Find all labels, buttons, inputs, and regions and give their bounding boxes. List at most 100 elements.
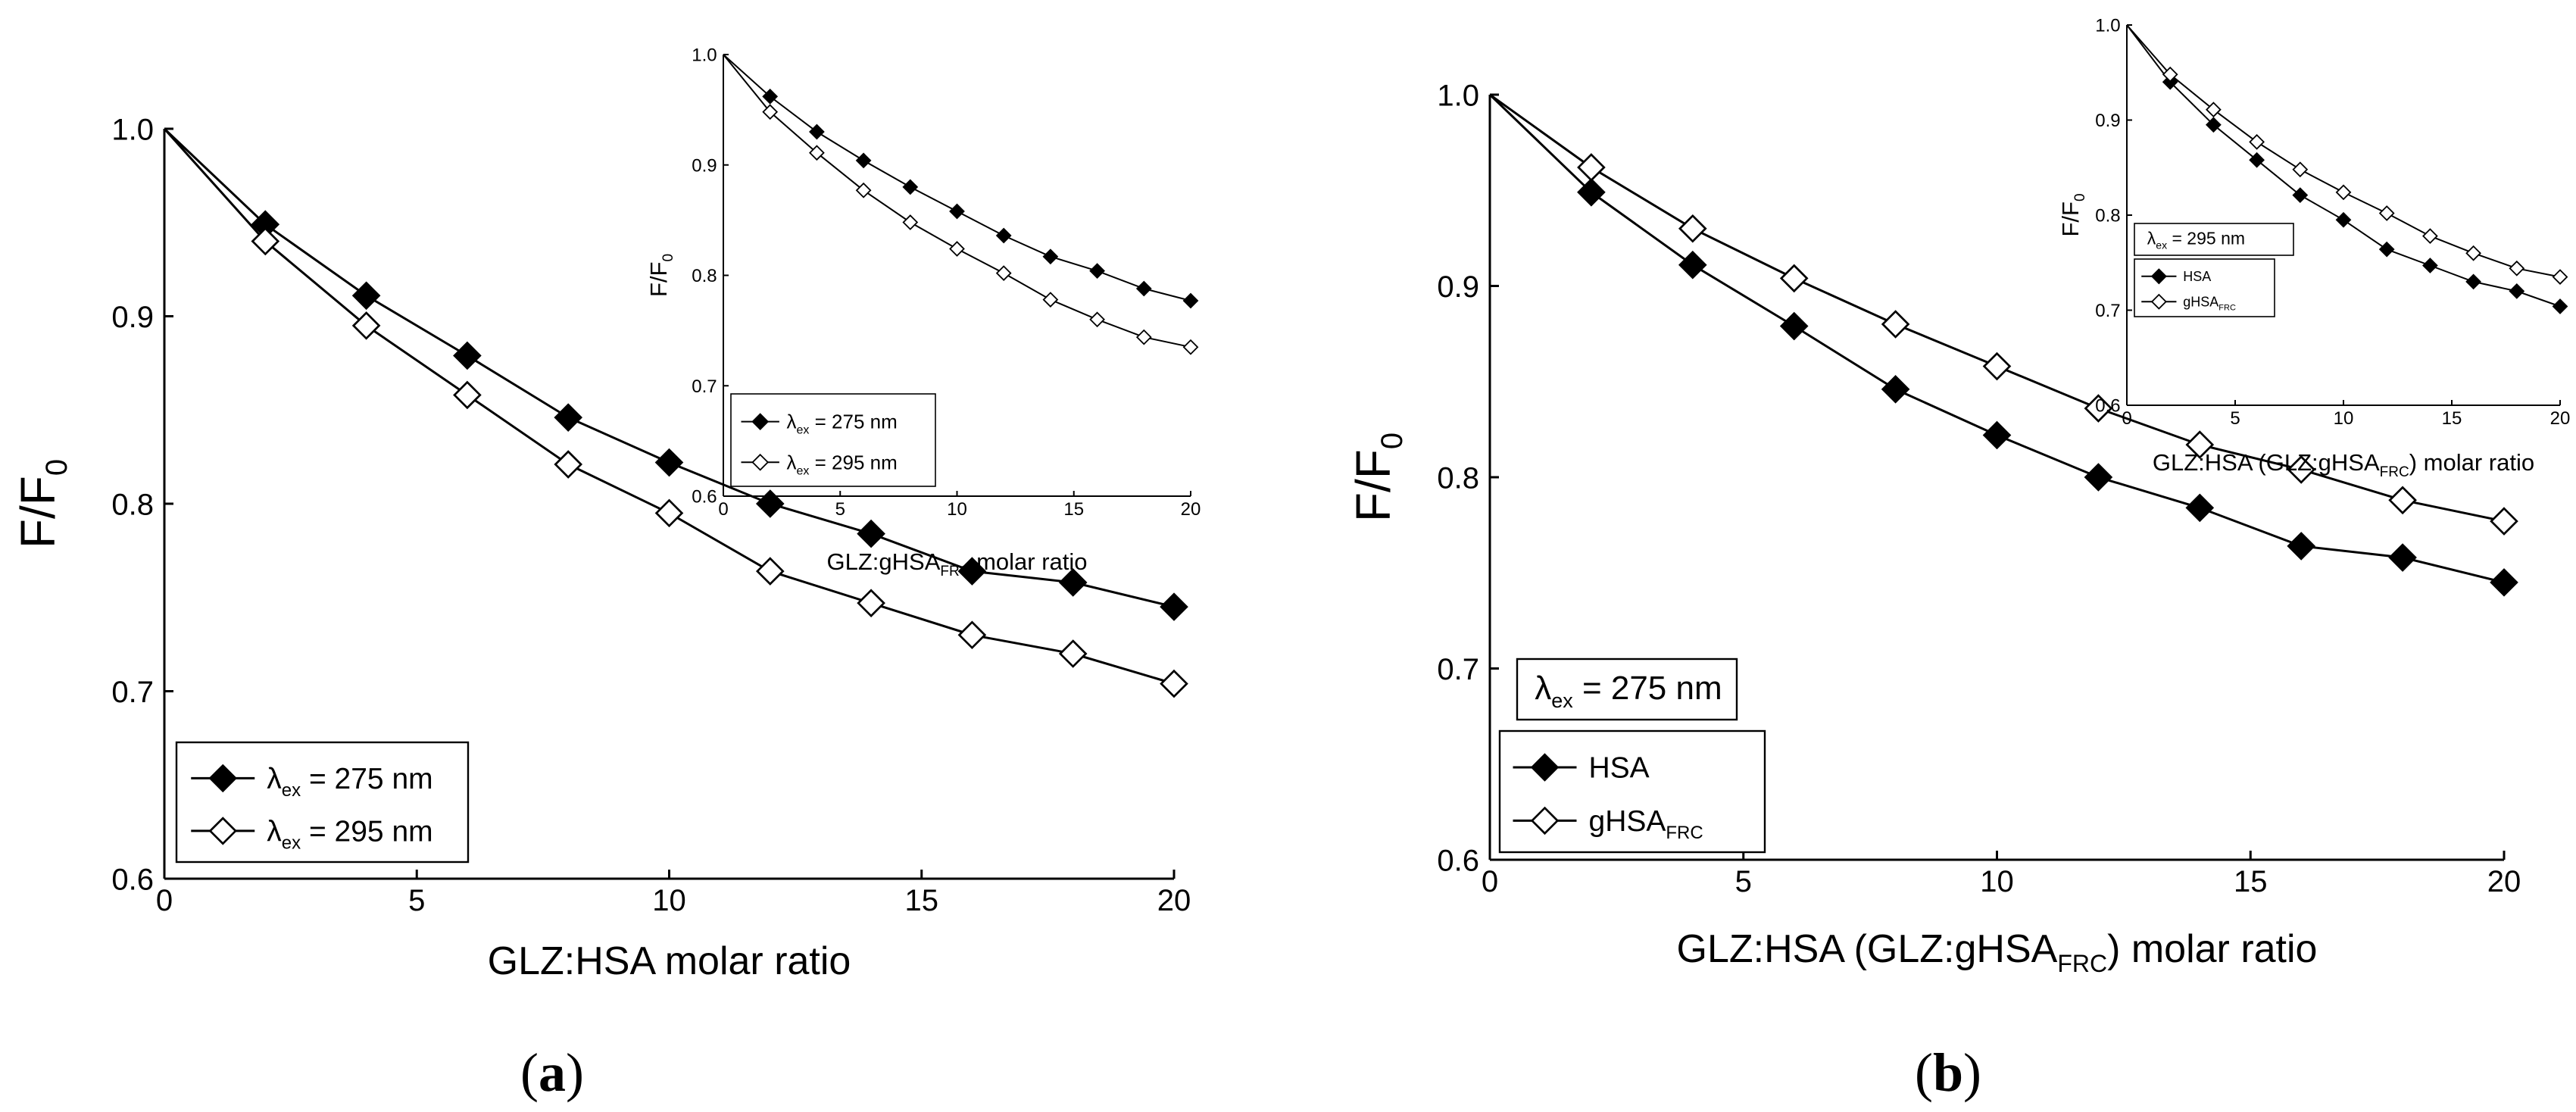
x-axis-label-part: ) molar ratio	[2107, 927, 2317, 971]
series-open	[1489, 93, 2518, 536]
data-point	[2249, 151, 2265, 168]
data-point	[855, 152, 872, 169]
series-line	[163, 127, 1175, 686]
data-point	[554, 403, 583, 432]
data-point	[1881, 375, 1910, 404]
x-tick-label: 10	[947, 499, 967, 520]
excitation-box	[2134, 223, 2294, 256]
y-axis-label-part: 0	[1375, 433, 1409, 449]
y-axis-label-part: F/F	[1346, 449, 1400, 522]
data-point	[857, 589, 885, 617]
data-point	[855, 182, 872, 198]
series-line	[1488, 93, 2505, 584]
x-tick-label: 0	[1482, 865, 1498, 898]
data-point	[755, 489, 785, 518]
data-point	[1089, 311, 1105, 328]
legend-label-part: λ	[267, 816, 282, 848]
data-point	[2378, 241, 2395, 258]
data-point	[1042, 292, 1059, 308]
x-axis-label: GLZ:HSA molar ratio	[488, 939, 851, 983]
y-tick-label: 0.8	[2095, 206, 2120, 226]
data-point	[1881, 310, 1910, 339]
data-point	[2490, 507, 2518, 536]
y-tick-label: 1.0	[1437, 79, 1479, 112]
x-tick-label: 10	[2334, 408, 2354, 429]
legend-marker	[751, 413, 770, 430]
series-open	[2126, 24, 2568, 285]
data-point	[2292, 187, 2309, 204]
panel-label-b: (b)	[1915, 1042, 1981, 1103]
y-axis-label-part: 0	[2072, 193, 2088, 201]
data-point	[2465, 245, 2481, 261]
excitation-label: λex = 275 nm	[1535, 670, 1722, 712]
data-point	[902, 179, 919, 195]
x-tick-label: 10	[1980, 865, 2014, 898]
data-point	[2388, 486, 2417, 515]
data-point	[2206, 102, 2222, 118]
data-point	[857, 519, 885, 548]
y-tick-label: 0.7	[2095, 301, 2120, 321]
data-point	[995, 265, 1012, 281]
y-tick-label: 0.6	[2095, 396, 2120, 417]
legend-label: HSA	[1589, 752, 1650, 785]
data-point	[2378, 205, 2395, 221]
data-point	[1577, 153, 1606, 182]
data-point	[2552, 269, 2568, 285]
data-point	[2287, 455, 2316, 484]
data-point	[1982, 351, 2012, 381]
x-axis-label: GLZ:HSA (GLZ:gHSAFRC) molar ratio	[1677, 927, 2318, 977]
data-point	[1779, 311, 1809, 341]
y-axis-label-part: F/F	[645, 262, 672, 298]
x-tick-label: 15	[1063, 499, 1084, 520]
legend-label-part: gHSA	[2183, 295, 2218, 310]
chart-b-inset: 0 5 10 15 20 0.6 0.7 0.8 0.9 1.0 GLZ:HSA (GLZ:gHSA…	[2057, 16, 2570, 480]
series-open	[723, 54, 1199, 355]
series-line	[723, 54, 1191, 301]
x-tick-label: 20	[1157, 884, 1191, 917]
series-line	[723, 54, 1191, 348]
data-point	[554, 450, 583, 479]
legend: HSA gHSAFRC	[1498, 729, 1766, 854]
data-point	[755, 557, 785, 586]
legend-label-part: ex	[797, 424, 810, 437]
data-point	[809, 145, 825, 161]
legend-box	[730, 393, 936, 487]
legend-marker	[751, 453, 770, 471]
series-filled	[163, 127, 1188, 621]
data-point	[2335, 211, 2352, 228]
excitation-label-part: λ	[2147, 229, 2156, 248]
x-tick-label: 5	[2230, 408, 2240, 429]
data-point	[957, 620, 987, 650]
legend-marker	[1530, 806, 1560, 836]
legend-marker	[2150, 293, 2167, 310]
chart-a-main: 0 5 10 15 20 0.6 0.7 0.8 0.9 1.0 GLZ:HSA molar rat…	[11, 113, 1191, 983]
y-tick-label: 0.6	[692, 487, 717, 508]
legend-label-part: = 275 nm	[809, 411, 897, 433]
data-point	[1135, 280, 1152, 297]
excitation-label-part: ex	[1551, 689, 1573, 712]
x-axis-label-part: molar ratio	[970, 548, 1087, 575]
y-tick-label: 0.7	[111, 676, 154, 709]
data-point	[2335, 184, 2352, 201]
y-tick-label: 0.9	[111, 301, 154, 334]
y-axis-label-part: 0	[40, 459, 73, 476]
data-point	[1042, 248, 1059, 265]
data-point	[2206, 117, 2222, 133]
data-point	[453, 380, 482, 410]
data-point	[762, 89, 779, 105]
legend-label-part: = 275 nm	[301, 763, 433, 795]
data-point	[2552, 298, 2568, 314]
x-axis-label-part: GLZ:HSA (GLZ:gHSA	[1677, 927, 2058, 971]
legend-label-part: ex	[797, 464, 810, 477]
x-tick-label: 15	[2442, 408, 2462, 429]
data-point	[2287, 532, 2316, 561]
y-tick-label: 0.9	[2095, 111, 2120, 131]
excitation-label-part: = 275 nm	[1573, 670, 1722, 707]
legend-label-part: ex	[282, 833, 301, 854]
data-point	[1089, 263, 1105, 280]
x-tick-label: 0	[156, 884, 173, 917]
y-tick-label: 0.8	[692, 266, 717, 286]
data-point	[1135, 329, 1152, 345]
x-axis-label-part: GLZ:HSA (GLZ:gHSA	[2153, 449, 2380, 476]
